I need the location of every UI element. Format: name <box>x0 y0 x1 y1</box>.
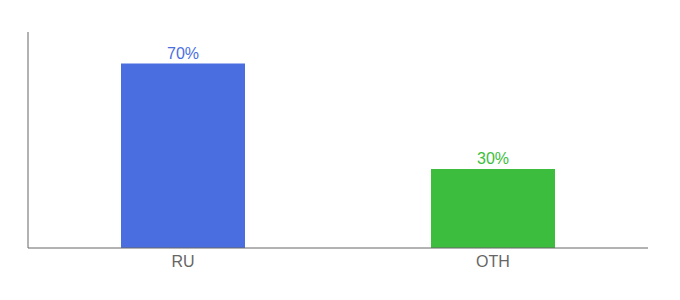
svg-text:70%: 70% <box>167 45 199 62</box>
svg-text:OTH: OTH <box>476 253 510 270</box>
svg-text:RU: RU <box>171 253 194 270</box>
svg-text:30%: 30% <box>477 150 509 167</box>
